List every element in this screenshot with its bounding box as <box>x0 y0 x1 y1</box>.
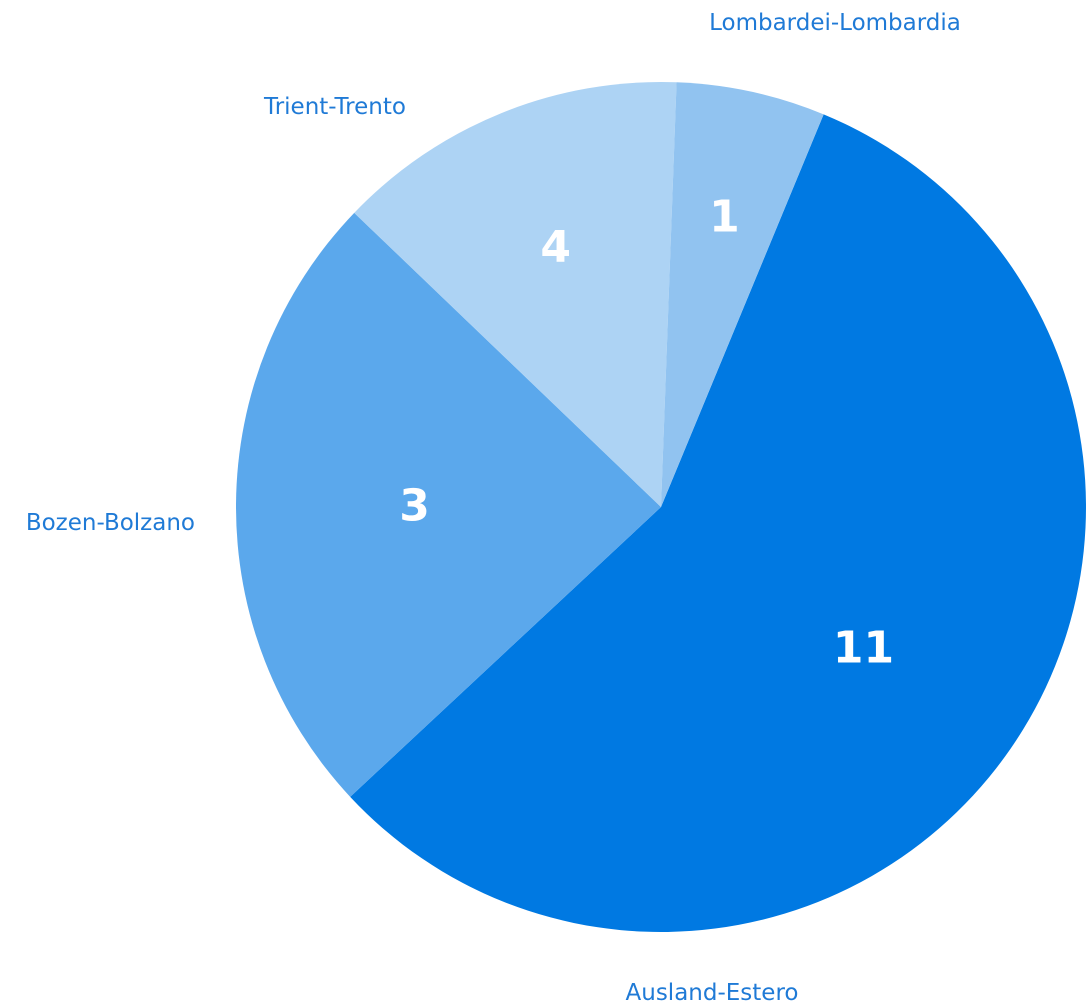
pie-slice-ausland-estero <box>350 114 1086 932</box>
pie-slices <box>236 82 1086 932</box>
pie-slice-bozen-bolzano <box>236 212 661 797</box>
pie-category-label: Bozen-Bolzano <box>26 510 195 536</box>
pie-value-label: 3 <box>399 480 430 531</box>
pie-category-label: Trient-Trento <box>263 94 406 120</box>
pie-value-label: 11 <box>833 623 894 674</box>
pie-slice-lombardei-lombardia <box>661 82 824 507</box>
pie-value-label: 1 <box>709 191 740 242</box>
pie-category-label: Lombardei-Lombardia <box>709 10 961 36</box>
pie-value-label: 4 <box>540 222 571 273</box>
pie-category-label: Ausland-Estero <box>626 980 799 1006</box>
pie-value-labels: 11 3 4 1 <box>399 191 894 673</box>
pie-slice-trient-trento <box>354 82 677 507</box>
pie-category-labels: Ausland-Estero Bozen-Bolzano Trient-Trento… <box>26 10 961 1006</box>
